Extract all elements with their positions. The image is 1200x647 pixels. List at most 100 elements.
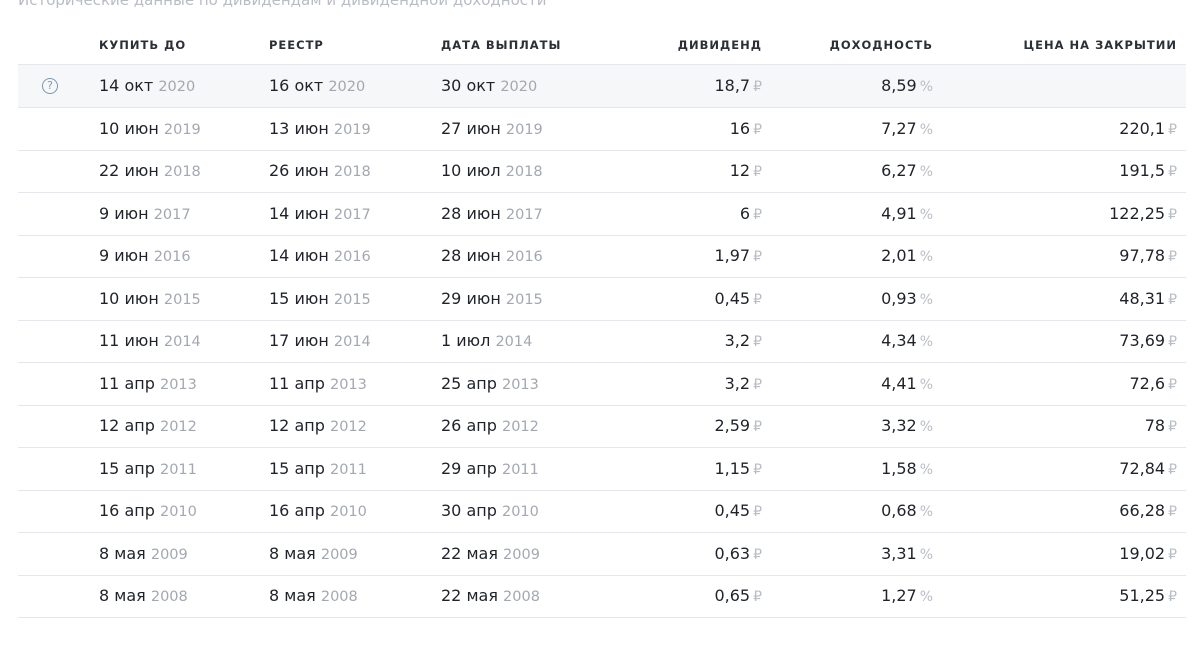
unit: ₽ (753, 291, 762, 308)
value-cell: 8,59% (881, 76, 933, 95)
year: 2008 (150, 589, 188, 605)
value-cell: 2,01% (881, 246, 933, 265)
date: 27 июн (441, 118, 501, 138)
amount: 4,34 (881, 331, 917, 350)
column-header: ЦЕНА НА ЗАКРЫТИИ (1023, 38, 1177, 52)
value-cell: 3,31% (881, 544, 933, 563)
amount: 2,59 (714, 416, 751, 435)
date: 15 апр (269, 458, 325, 478)
unit: % (919, 79, 933, 95)
amount: 2,01 (881, 246, 917, 265)
date-cell: 9 июн 2016 (99, 246, 191, 265)
value-cell: 3,2 ₽ (725, 374, 762, 393)
date: 10 июн (99, 118, 159, 138)
date: 29 июн (441, 288, 501, 308)
date-cell: 12 апр 2012 (269, 416, 367, 435)
value-cell: 51,25 ₽ (1119, 586, 1177, 605)
date-cell: 11 июн 2014 (99, 331, 201, 350)
date: 14 июн (269, 203, 329, 223)
date-cell: 8 мая 2009 (99, 544, 188, 563)
amount: 4,91 (881, 203, 917, 223)
value-cell: 1,27% (881, 586, 933, 605)
amount: 0,63 (714, 543, 751, 563)
date-cell: 15 апр 2011 (269, 459, 367, 478)
unit: ₽ (753, 79, 762, 95)
value-cell: 97,78 ₽ (1119, 246, 1177, 265)
amount: 1,27 (881, 586, 917, 605)
value-cell: 0,68% (881, 501, 933, 520)
amount: 7,27 (881, 118, 917, 138)
value-cell: 0,93% (881, 289, 933, 308)
date-cell: 16 апр 2010 (269, 501, 367, 520)
amount: 1,15 (714, 458, 751, 478)
unit: ₽ (753, 589, 762, 605)
date: 17 июн (269, 331, 329, 350)
date: 10 июл (441, 161, 501, 180)
table-row: 8 мая 2008 8 мая 2008 22 мая 2008 0,65 ₽1,27… (18, 575, 1186, 618)
date: 8 мая (99, 586, 146, 605)
amount: 8,59 (881, 76, 917, 95)
date: 9 июн (99, 203, 149, 223)
unit: ₽ (753, 206, 762, 223)
value-cell: 4,41% (881, 374, 933, 393)
date: 29 апр (441, 458, 497, 478)
date: 11 апр (99, 373, 155, 393)
amount: 3,31 (881, 543, 917, 563)
value-cell: 4,34% (881, 331, 933, 350)
unit: ₽ (753, 121, 762, 138)
date: 15 апр (99, 458, 155, 478)
unit: ₽ (1168, 206, 1177, 223)
table-row: 11 апр 2013 11 апр 2013 25 апр 2013 3,2 ₽4,4… (18, 363, 1186, 406)
date-cell: 14 июн 2016 (269, 246, 371, 265)
year: 2013 (329, 376, 367, 393)
date-cell: 28 июн 2016 (441, 246, 543, 265)
date: 11 июн (99, 331, 159, 350)
date: 1 июл (441, 331, 491, 350)
date-cell: 17 июн 2014 (269, 331, 371, 350)
value-cell: 72,6 ₽ (1129, 374, 1177, 393)
column-header: КУПИТЬ ДО (99, 38, 187, 52)
unit: % (919, 376, 933, 393)
value-cell: 0,65 ₽ (714, 586, 762, 605)
value-cell: 12 ₽ (730, 161, 762, 180)
table-row: 8 мая 2009 8 мая 2009 22 мая 2009 0,63 ₽3,31… (18, 533, 1186, 576)
date: 16 апр (269, 501, 325, 520)
year: 2011 (501, 461, 539, 478)
date-cell: 8 мая 2009 (269, 544, 358, 563)
date: 14 окт (99, 76, 154, 95)
date-cell: 10 июн 2015 (99, 289, 201, 308)
year: 2010 (159, 504, 197, 520)
value-cell: 18,7 ₽ (714, 76, 762, 95)
year: 2009 (503, 546, 540, 563)
unit: ₽ (1168, 121, 1177, 138)
unit: ₽ (1168, 249, 1177, 265)
table-row: ? 14 окт 2020 16 окт 2020 30 окт 2020 18,7 ₽8… (18, 65, 1186, 108)
date-cell: 26 июн 2018 (269, 161, 371, 180)
unit: ₽ (753, 461, 762, 478)
amount: 0,65 (714, 586, 751, 605)
year: 2013 (501, 376, 539, 393)
amount: 4,41 (881, 373, 917, 393)
year: 2016 (505, 249, 543, 265)
date: 14 июн (269, 246, 329, 265)
year: 2015 (333, 291, 371, 308)
date: 30 апр (441, 501, 497, 520)
table-row: 22 июн 2018 26 июн 2018 10 июл 2018 12 ₽6,27… (18, 150, 1186, 193)
amount: 3,2 (724, 331, 751, 350)
amount: 1,58 (881, 458, 917, 478)
column-header: ДОХОДНОСТЬ (829, 38, 933, 52)
value-cell: 122,25 ₽ (1109, 204, 1177, 223)
year: 2018 (505, 164, 543, 180)
amount: 51,25 (1119, 586, 1166, 605)
year: 2008 (503, 589, 540, 605)
unit: % (919, 546, 933, 563)
amount: 1,97 (714, 246, 751, 265)
date: 15 июн (269, 288, 329, 308)
value-cell: 6,27% (881, 161, 933, 180)
amount: 78 (1144, 416, 1166, 435)
date-cell: 9 июн 2017 (99, 204, 191, 223)
year: 2012 (159, 419, 197, 435)
unit: ₽ (753, 249, 762, 265)
unit: % (919, 291, 933, 308)
year: 2013 (159, 376, 197, 393)
